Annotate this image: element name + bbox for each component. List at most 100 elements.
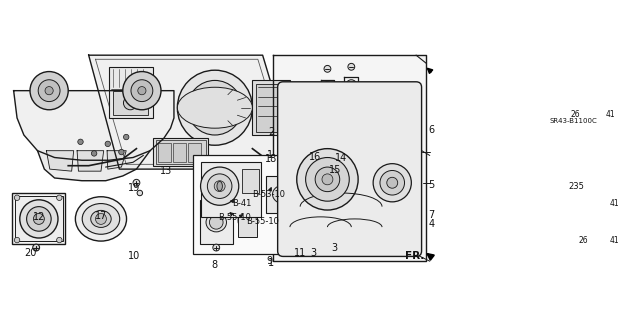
Bar (188, 143, 200, 162)
Text: 5: 5 (428, 180, 435, 190)
Bar (310, 169, 348, 213)
Text: 2: 2 (268, 127, 275, 137)
Text: 11: 11 (294, 248, 307, 258)
Polygon shape (38, 151, 150, 181)
Bar (158, 143, 170, 162)
Polygon shape (89, 55, 297, 169)
Text: 6: 6 (428, 125, 434, 135)
Circle shape (387, 177, 397, 188)
Circle shape (133, 179, 140, 186)
Circle shape (33, 213, 44, 224)
Circle shape (188, 80, 242, 135)
Circle shape (322, 174, 333, 185)
Polygon shape (107, 151, 126, 169)
Circle shape (56, 195, 62, 201)
Circle shape (33, 244, 40, 251)
Circle shape (348, 63, 355, 70)
Ellipse shape (82, 204, 120, 234)
Bar (583, 174, 621, 200)
Polygon shape (314, 161, 321, 166)
Bar (252, 80, 290, 135)
Text: 14: 14 (335, 152, 348, 162)
Bar (156, 140, 206, 164)
Circle shape (200, 167, 239, 205)
Bar (621, 181, 640, 193)
Circle shape (138, 86, 146, 95)
Polygon shape (46, 151, 74, 171)
Text: 4: 4 (428, 219, 434, 229)
Bar (200, 200, 232, 244)
Text: 18: 18 (266, 154, 278, 164)
Circle shape (30, 71, 68, 110)
Polygon shape (273, 55, 426, 261)
Bar (620, 219, 640, 228)
Text: 41: 41 (609, 199, 619, 208)
Text: 41: 41 (605, 110, 615, 119)
FancyBboxPatch shape (278, 82, 422, 256)
Text: 235: 235 (568, 182, 584, 191)
Circle shape (380, 170, 404, 195)
Circle shape (208, 101, 221, 115)
Circle shape (401, 221, 408, 229)
Text: 3: 3 (331, 242, 337, 253)
Circle shape (207, 174, 232, 198)
Circle shape (315, 167, 340, 192)
Polygon shape (77, 151, 104, 171)
Circle shape (311, 155, 319, 163)
Bar (256, 84, 287, 132)
Ellipse shape (206, 213, 227, 232)
Bar (15, 196, 63, 241)
Circle shape (14, 237, 20, 243)
Bar (579, 211, 620, 235)
Ellipse shape (91, 211, 111, 227)
Circle shape (56, 237, 62, 243)
Circle shape (137, 190, 143, 196)
Circle shape (297, 149, 358, 210)
Text: 1: 1 (267, 151, 273, 160)
Bar (154, 138, 208, 166)
Bar (238, 203, 257, 237)
Circle shape (45, 86, 53, 95)
Text: 16: 16 (309, 152, 321, 162)
Bar (598, 125, 630, 136)
Text: 3: 3 (310, 248, 316, 258)
Bar (109, 67, 154, 118)
Polygon shape (13, 91, 174, 160)
Text: 15: 15 (330, 165, 342, 175)
Text: 12: 12 (33, 212, 45, 222)
Circle shape (118, 149, 124, 155)
Ellipse shape (177, 87, 252, 128)
Circle shape (306, 158, 349, 201)
Text: 8: 8 (212, 260, 218, 270)
Text: 17: 17 (95, 211, 107, 220)
Circle shape (346, 80, 356, 91)
Circle shape (27, 207, 51, 231)
Circle shape (131, 80, 153, 101)
Text: 19: 19 (128, 182, 141, 193)
Circle shape (213, 244, 220, 251)
Text: 7: 7 (428, 210, 435, 220)
Text: FR.: FR. (405, 251, 424, 261)
Circle shape (209, 216, 223, 229)
Ellipse shape (319, 182, 339, 201)
Text: 10: 10 (127, 251, 140, 262)
Circle shape (123, 71, 161, 110)
Text: 13: 13 (159, 166, 172, 176)
Bar (201, 162, 261, 217)
Circle shape (78, 139, 83, 145)
Circle shape (177, 70, 252, 145)
Bar (266, 176, 303, 213)
Bar (193, 155, 319, 254)
Circle shape (580, 125, 591, 136)
Circle shape (321, 82, 334, 95)
Circle shape (95, 213, 106, 224)
Bar (12, 193, 65, 244)
Text: 41: 41 (609, 236, 619, 245)
Ellipse shape (238, 209, 257, 231)
Circle shape (14, 195, 20, 201)
Ellipse shape (273, 185, 296, 204)
Ellipse shape (76, 197, 127, 241)
Bar (173, 143, 186, 162)
Circle shape (403, 216, 412, 225)
Text: B-55-10: B-55-10 (246, 217, 279, 226)
